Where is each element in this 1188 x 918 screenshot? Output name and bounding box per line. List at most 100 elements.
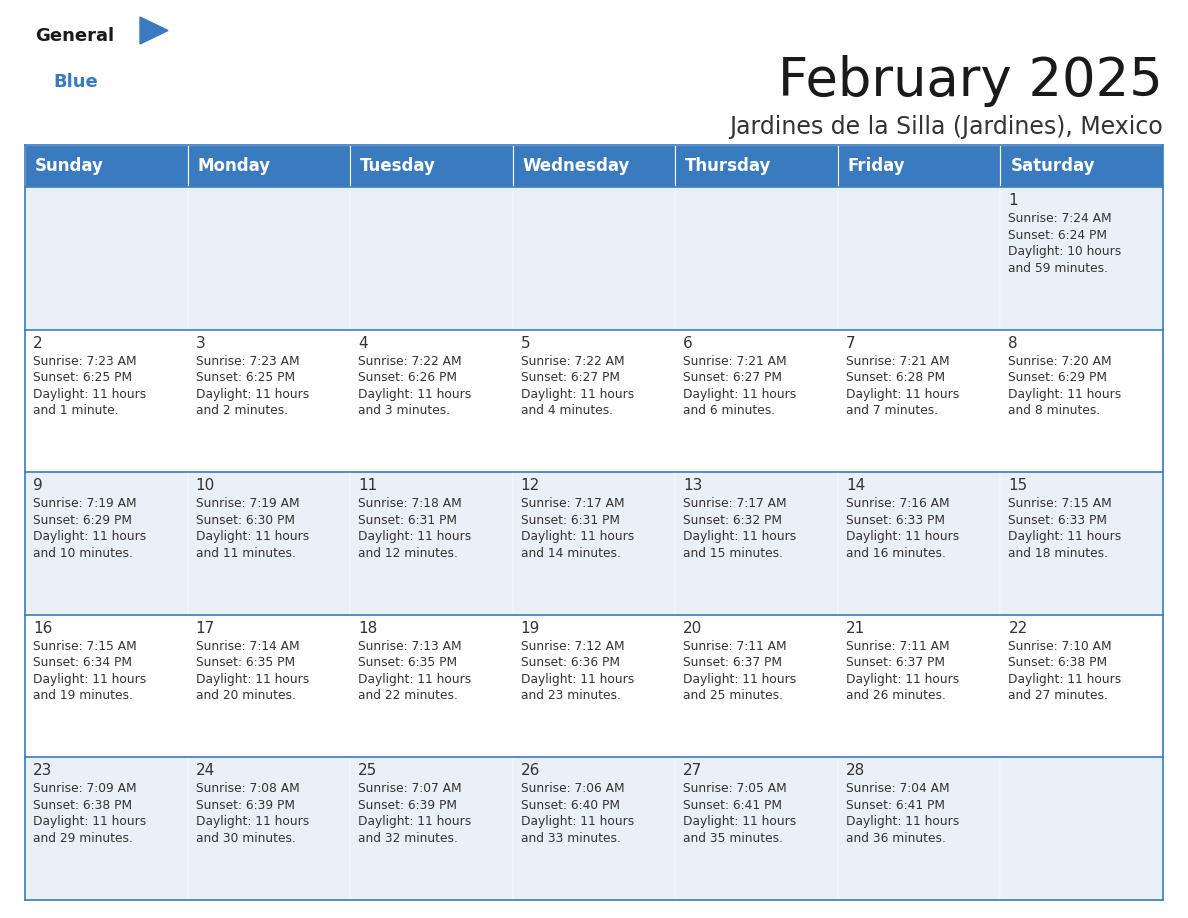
Text: 11: 11 xyxy=(358,478,378,493)
Bar xyxy=(675,472,838,615)
Bar xyxy=(838,145,1000,187)
Bar xyxy=(25,187,188,330)
Text: Jardines de la Silla (Jardines), Mexico: Jardines de la Silla (Jardines), Mexico xyxy=(729,115,1163,139)
Text: 28: 28 xyxy=(846,764,865,778)
Text: Monday: Monday xyxy=(197,157,271,175)
Bar xyxy=(188,145,350,187)
Text: 17: 17 xyxy=(196,621,215,636)
Text: 16: 16 xyxy=(33,621,52,636)
Text: 6: 6 xyxy=(683,336,693,351)
Text: Sunrise: 7:15 AM
Sunset: 6:33 PM
Daylight: 11 hours
and 18 minutes.: Sunrise: 7:15 AM Sunset: 6:33 PM Dayligh… xyxy=(1009,498,1121,560)
Text: 18: 18 xyxy=(358,621,378,636)
Text: Sunrise: 7:17 AM
Sunset: 6:32 PM
Daylight: 11 hours
and 15 minutes.: Sunrise: 7:17 AM Sunset: 6:32 PM Dayligh… xyxy=(683,498,796,560)
Bar xyxy=(513,187,675,330)
Text: Thursday: Thursday xyxy=(685,157,772,175)
Text: Sunrise: 7:09 AM
Sunset: 6:38 PM
Daylight: 11 hours
and 29 minutes.: Sunrise: 7:09 AM Sunset: 6:38 PM Dayligh… xyxy=(33,782,146,845)
Polygon shape xyxy=(140,17,168,44)
Bar xyxy=(675,615,838,757)
Text: Sunrise: 7:23 AM
Sunset: 6:25 PM
Daylight: 11 hours
and 2 minutes.: Sunrise: 7:23 AM Sunset: 6:25 PM Dayligh… xyxy=(196,354,309,417)
Bar xyxy=(350,187,513,330)
Bar xyxy=(350,145,513,187)
Bar xyxy=(513,757,675,900)
Bar xyxy=(838,472,1000,615)
Bar xyxy=(838,187,1000,330)
Bar xyxy=(675,757,838,900)
Bar xyxy=(1000,187,1163,330)
Text: Friday: Friday xyxy=(848,157,905,175)
Text: 23: 23 xyxy=(33,764,52,778)
Text: Sunrise: 7:20 AM
Sunset: 6:29 PM
Daylight: 11 hours
and 8 minutes.: Sunrise: 7:20 AM Sunset: 6:29 PM Dayligh… xyxy=(1009,354,1121,417)
Text: Sunday: Sunday xyxy=(34,157,103,175)
Bar xyxy=(350,757,513,900)
Bar xyxy=(838,330,1000,472)
Text: Sunrise: 7:07 AM
Sunset: 6:39 PM
Daylight: 11 hours
and 32 minutes.: Sunrise: 7:07 AM Sunset: 6:39 PM Dayligh… xyxy=(358,782,472,845)
Bar xyxy=(1000,145,1163,187)
Bar xyxy=(838,615,1000,757)
Text: 8: 8 xyxy=(1009,336,1018,351)
Bar xyxy=(838,757,1000,900)
Text: Blue: Blue xyxy=(53,73,97,91)
Text: Sunrise: 7:16 AM
Sunset: 6:33 PM
Daylight: 11 hours
and 16 minutes.: Sunrise: 7:16 AM Sunset: 6:33 PM Dayligh… xyxy=(846,498,959,560)
Bar xyxy=(25,145,188,187)
Bar xyxy=(350,472,513,615)
Text: Sunrise: 7:21 AM
Sunset: 6:28 PM
Daylight: 11 hours
and 7 minutes.: Sunrise: 7:21 AM Sunset: 6:28 PM Dayligh… xyxy=(846,354,959,417)
Text: 25: 25 xyxy=(358,764,378,778)
Bar xyxy=(350,330,513,472)
Text: 24: 24 xyxy=(196,764,215,778)
Text: Sunrise: 7:22 AM
Sunset: 6:27 PM
Daylight: 11 hours
and 4 minutes.: Sunrise: 7:22 AM Sunset: 6:27 PM Dayligh… xyxy=(520,354,634,417)
Bar xyxy=(1000,472,1163,615)
Text: Sunrise: 7:04 AM
Sunset: 6:41 PM
Daylight: 11 hours
and 36 minutes.: Sunrise: 7:04 AM Sunset: 6:41 PM Dayligh… xyxy=(846,782,959,845)
Bar xyxy=(513,472,675,615)
Text: 5: 5 xyxy=(520,336,530,351)
Text: Sunrise: 7:11 AM
Sunset: 6:37 PM
Daylight: 11 hours
and 26 minutes.: Sunrise: 7:11 AM Sunset: 6:37 PM Dayligh… xyxy=(846,640,959,702)
Text: Sunrise: 7:22 AM
Sunset: 6:26 PM
Daylight: 11 hours
and 3 minutes.: Sunrise: 7:22 AM Sunset: 6:26 PM Dayligh… xyxy=(358,354,472,417)
Text: Sunrise: 7:15 AM
Sunset: 6:34 PM
Daylight: 11 hours
and 19 minutes.: Sunrise: 7:15 AM Sunset: 6:34 PM Dayligh… xyxy=(33,640,146,702)
Text: Sunrise: 7:19 AM
Sunset: 6:29 PM
Daylight: 11 hours
and 10 minutes.: Sunrise: 7:19 AM Sunset: 6:29 PM Dayligh… xyxy=(33,498,146,560)
Bar xyxy=(1000,330,1163,472)
Text: 3: 3 xyxy=(196,336,206,351)
Text: Sunrise: 7:13 AM
Sunset: 6:35 PM
Daylight: 11 hours
and 22 minutes.: Sunrise: 7:13 AM Sunset: 6:35 PM Dayligh… xyxy=(358,640,472,702)
Text: 20: 20 xyxy=(683,621,702,636)
Text: Saturday: Saturday xyxy=(1011,157,1095,175)
Bar xyxy=(513,145,675,187)
Text: 27: 27 xyxy=(683,764,702,778)
Text: Sunrise: 7:24 AM
Sunset: 6:24 PM
Daylight: 10 hours
and 59 minutes.: Sunrise: 7:24 AM Sunset: 6:24 PM Dayligh… xyxy=(1009,212,1121,274)
Text: 14: 14 xyxy=(846,478,865,493)
Text: Sunrise: 7:10 AM
Sunset: 6:38 PM
Daylight: 11 hours
and 27 minutes.: Sunrise: 7:10 AM Sunset: 6:38 PM Dayligh… xyxy=(1009,640,1121,702)
Text: 1: 1 xyxy=(1009,193,1018,208)
Text: Sunrise: 7:05 AM
Sunset: 6:41 PM
Daylight: 11 hours
and 35 minutes.: Sunrise: 7:05 AM Sunset: 6:41 PM Dayligh… xyxy=(683,782,796,845)
Text: 19: 19 xyxy=(520,621,541,636)
Text: 10: 10 xyxy=(196,478,215,493)
Text: Sunrise: 7:14 AM
Sunset: 6:35 PM
Daylight: 11 hours
and 20 minutes.: Sunrise: 7:14 AM Sunset: 6:35 PM Dayligh… xyxy=(196,640,309,702)
Text: Sunrise: 7:18 AM
Sunset: 6:31 PM
Daylight: 11 hours
and 12 minutes.: Sunrise: 7:18 AM Sunset: 6:31 PM Dayligh… xyxy=(358,498,472,560)
Text: 7: 7 xyxy=(846,336,855,351)
Text: Sunrise: 7:17 AM
Sunset: 6:31 PM
Daylight: 11 hours
and 14 minutes.: Sunrise: 7:17 AM Sunset: 6:31 PM Dayligh… xyxy=(520,498,634,560)
Bar xyxy=(513,330,675,472)
Text: Tuesday: Tuesday xyxy=(360,157,436,175)
Text: Sunrise: 7:08 AM
Sunset: 6:39 PM
Daylight: 11 hours
and 30 minutes.: Sunrise: 7:08 AM Sunset: 6:39 PM Dayligh… xyxy=(196,782,309,845)
Bar xyxy=(25,472,188,615)
Text: 15: 15 xyxy=(1009,478,1028,493)
Bar xyxy=(188,615,350,757)
Bar xyxy=(188,330,350,472)
Text: Sunrise: 7:12 AM
Sunset: 6:36 PM
Daylight: 11 hours
and 23 minutes.: Sunrise: 7:12 AM Sunset: 6:36 PM Dayligh… xyxy=(520,640,634,702)
Text: 21: 21 xyxy=(846,621,865,636)
Text: 12: 12 xyxy=(520,478,541,493)
Bar xyxy=(675,145,838,187)
Bar xyxy=(1000,615,1163,757)
Bar xyxy=(675,187,838,330)
Bar xyxy=(188,757,350,900)
Text: 2: 2 xyxy=(33,336,43,351)
Text: Wednesday: Wednesday xyxy=(523,157,630,175)
Bar xyxy=(675,330,838,472)
Bar xyxy=(25,615,188,757)
Bar xyxy=(25,330,188,472)
Text: Sunrise: 7:19 AM
Sunset: 6:30 PM
Daylight: 11 hours
and 11 minutes.: Sunrise: 7:19 AM Sunset: 6:30 PM Dayligh… xyxy=(196,498,309,560)
Bar xyxy=(513,615,675,757)
Text: 13: 13 xyxy=(683,478,702,493)
Text: 22: 22 xyxy=(1009,621,1028,636)
Text: 9: 9 xyxy=(33,478,43,493)
Text: Sunrise: 7:23 AM
Sunset: 6:25 PM
Daylight: 11 hours
and 1 minute.: Sunrise: 7:23 AM Sunset: 6:25 PM Dayligh… xyxy=(33,354,146,417)
Bar xyxy=(188,187,350,330)
Bar xyxy=(350,615,513,757)
